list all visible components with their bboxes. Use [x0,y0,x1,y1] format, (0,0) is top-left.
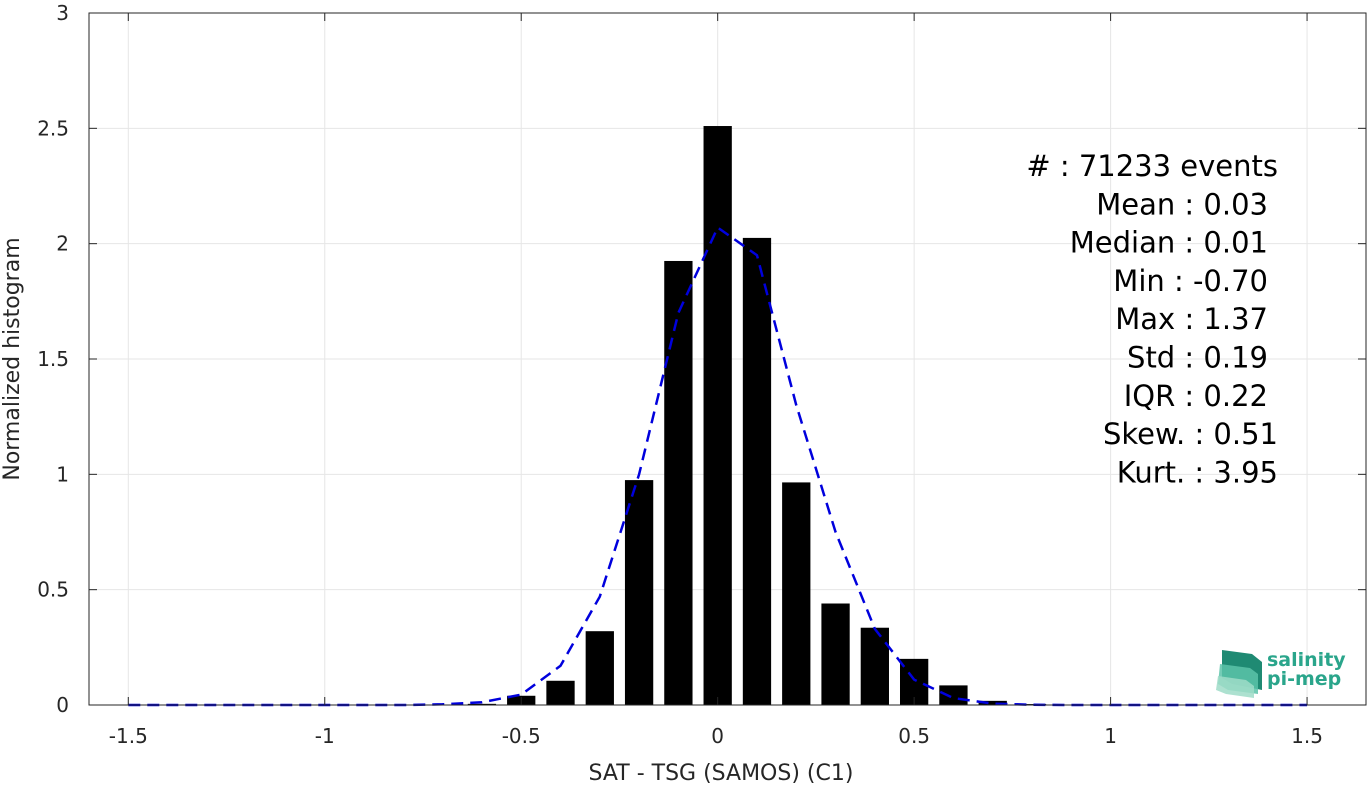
stats-line: Skew. : 0.51 [1103,417,1278,451]
stats-line: Kurt. : 3.95 [1117,455,1278,489]
logo-text-pi-mep: pi-mep [1267,668,1341,690]
histogram-bar [860,627,889,705]
y-axis-ticks: 0 0.5 1 1.5 2 2.5 3 [37,1,1366,717]
histogram-bar [703,126,732,705]
stats-line: IQR : 0.22 [1124,379,1268,413]
x-tick-label: -0.5 [502,724,541,748]
stats-line: Mean : 0.03 [1096,187,1268,221]
y-tick-label: 1.5 [37,347,69,371]
x-tick-label: -1.5 [109,724,148,748]
bars [467,126,1047,705]
histogram-bar [821,603,850,705]
histogram-bar [467,703,497,705]
histogram-bar [782,482,811,705]
stats-line: Std : 0.19 [1127,341,1268,375]
histogram-bar [664,260,693,705]
y-tick-label: 3 [56,1,69,25]
y-tick-label: 2.5 [37,116,69,140]
histogram-bar [939,685,968,705]
histogram-bar [624,480,654,705]
histogram-bar [978,700,1007,705]
histogram-bar [742,237,772,705]
histogram-bar [585,631,614,705]
stats-line: Median : 0.01 [1070,226,1268,260]
y-tick-label: 0.5 [37,578,69,602]
x-tick-label: 0.5 [898,724,930,748]
logo-text-salinity: salinity [1267,649,1346,671]
statistics-annotation: # : 71233 events Mean : 0.03 Median : 0.01… [1026,149,1278,489]
x-tick-label: -1 [315,724,335,748]
logo-emblem-icon [1216,650,1262,698]
stats-line: Min : -0.70 [1113,264,1268,298]
x-tick-label: 1.5 [1291,724,1323,748]
histogram-bar [546,680,575,705]
y-tick-label: 0 [56,693,69,717]
stats-line: # : 71233 events [1026,149,1278,183]
y-tick-label: 1 [56,462,69,486]
x-tick-label: 1 [1104,724,1117,748]
y-axis-label: Normalized histogram [0,237,25,480]
x-axis-label: SAT - TSG (SAMOS) (C1) [589,761,854,785]
y-tick-label: 2 [56,232,69,256]
stats-line: Max : 1.37 [1115,302,1268,336]
x-axis-ticks: -1.5 -1 -0.5 0 0.5 1 1.5 [109,13,1323,748]
x-tick-label: 0 [711,724,724,748]
salinity-pi-mep-logo: salinity pi-mep [1216,649,1346,698]
